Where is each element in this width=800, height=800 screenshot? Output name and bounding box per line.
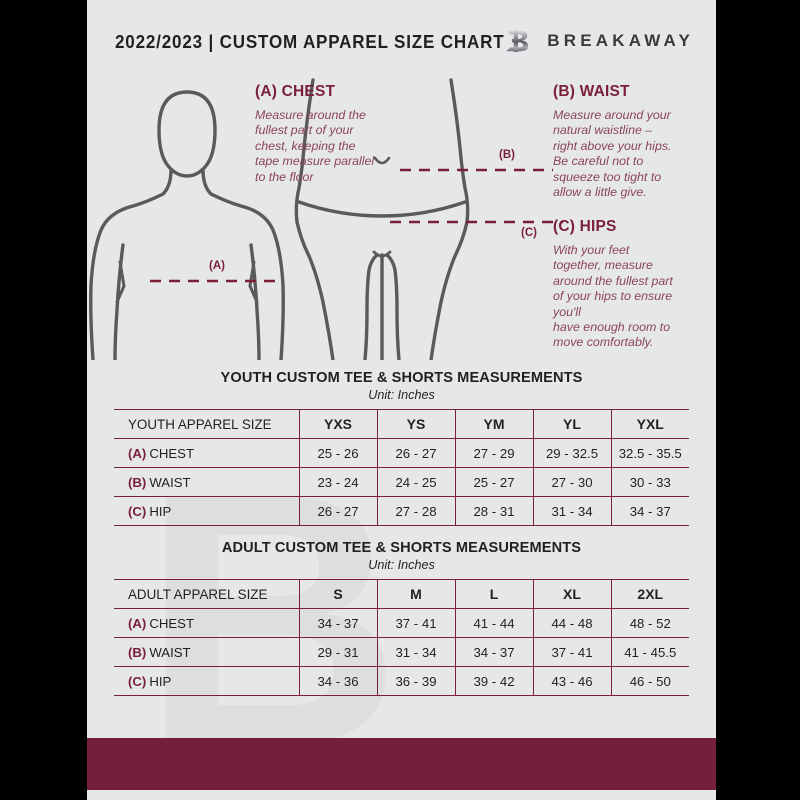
measurement-lines [150,168,563,283]
measurement-cell: 27 - 29 [455,438,534,468]
measurement-row-label: (A) CHEST [114,438,300,468]
measurement-cell: 23 - 24 [299,467,378,497]
measurement-cell: 28 - 31 [455,496,534,526]
instruction-waist: (B) WAIST Measure around your natural wa… [553,83,703,200]
measurement-cell: 24 - 25 [377,467,456,497]
measurement-row-label: (C) HIP [114,666,300,696]
breakaway-b-logo-icon [506,29,529,53]
measurement-cell: 29 - 32.5 [533,438,612,468]
measurement-cell: 31 - 34 [377,637,456,667]
size-column-header: L [455,579,534,609]
chest-marker-label: (A) [209,260,225,272]
measurement-tag: (A) [128,615,147,631]
adult-size-table: ADULT APPAREL SIZE S M L XL 2XL (A) CHEST 34 - 3… [114,579,689,696]
size-column-header: YM [455,409,534,439]
youth-size-table-block: YOUTH CUSTOM TEE & SHORTS MEASUREMENTS U… [114,370,689,526]
instruction-waist-body: Measure around your natural waistline – … [553,108,672,200]
measurement-cell: 30 - 33 [611,467,689,497]
table-row: (A) CHEST 25 - 26 26 - 27 27 - 29 29 - 32.5 32… [114,438,689,468]
measurement-cell: 39 - 42 [455,666,534,696]
size-column-header: YS [377,409,456,439]
instruction-chest-heading: (A) CHEST [255,83,336,100]
measurement-row-label: (B) WAIST [114,637,300,667]
lower-body-figure-icon [295,78,470,362]
measurement-cell: 48 - 52 [611,608,689,638]
measurement-tag: (B) [128,474,147,490]
size-column-header: XL [533,579,612,609]
instruction-hips: (C) HIPS With your feet together, measur… [553,218,705,351]
size-column-header: YXL [611,409,689,439]
table-header-label: YOUTH APPAREL SIZE [114,409,300,439]
youth-table-unit: Unit: Inches [368,388,435,402]
adult-table-unit: Unit: Inches [368,558,435,572]
measurement-cell: 31 - 34 [533,496,612,526]
table-header-row: ADULT APPAREL SIZE S M L XL 2XL [114,579,689,609]
youth-size-table: YOUTH APPAREL SIZE YXS YS YM YL YXL (A) CHEST 25… [114,409,689,526]
measurement-cell: 43 - 46 [533,666,612,696]
size-column-header: 2XL [611,579,689,609]
adult-size-table-block: ADULT CUSTOM TEE & SHORTS MEASUREMENTS U… [114,540,689,696]
measurement-row-label: (B) WAIST [114,467,300,497]
measurement-cell: 26 - 27 [299,496,378,526]
table-row: (B) WAIST 23 - 24 24 - 25 25 - 27 27 - 30 30 -… [114,467,689,497]
brand-logo: BREAKAWAY [501,24,694,58]
instruction-hips-heading: (C) HIPS [553,218,617,235]
size-column-header: YL [533,409,612,439]
measurement-cell: 25 - 27 [455,467,534,497]
measurement-cell: 37 - 41 [377,608,456,638]
instruction-waist-heading: (B) WAIST [553,83,630,100]
measurement-cell: 34 - 37 [299,608,378,638]
table-row: (B) WAIST 29 - 31 31 - 34 34 - 37 37 - 41 41 -… [114,637,689,667]
measurement-cell: 32.5 - 35.5 [611,438,689,468]
page-title: 2022/2023 | CUSTOM APPAREL SIZE CHART [115,31,505,52]
measurement-cell: 44 - 48 [533,608,612,638]
measurement-cell: 25 - 26 [299,438,378,468]
page-header: 2022/2023 | CUSTOM APPAREL SIZE CHART BR… [87,28,716,64]
size-chart-page: B 2022/2023 | CUSTOM APPAREL SIZE CHART [87,0,716,800]
measurement-cell: 27 - 28 [377,496,456,526]
measurement-row-label: (A) CHEST [114,608,300,638]
size-column-header: YXS [299,409,378,439]
body-diagrams: (A) (B) (C) (A) CHEST Measure around the… [87,70,716,362]
table-row: (A) CHEST 34 - 37 37 - 41 41 - 44 44 - 48 48 -… [114,608,689,638]
measurement-cell: 27 - 30 [533,467,612,497]
measurement-cell: 46 - 50 [611,666,689,696]
size-column-header: M [377,579,456,609]
instruction-chest: (A) CHEST Measure around the fullest par… [255,83,435,185]
measurement-tag: (C) [128,503,147,519]
table-row: (C) HIP 34 - 36 36 - 39 39 - 42 43 - 46 46 - 5… [114,666,689,696]
table-header-label: ADULT APPAREL SIZE [114,579,300,609]
measurement-cell: 26 - 27 [377,438,456,468]
measurement-cell: 36 - 39 [377,666,456,696]
measurement-tag: (C) [128,673,147,689]
measurement-cell: 34 - 36 [299,666,378,696]
measurement-cell: 41 - 44 [455,608,534,638]
measurement-cell: 41 - 45.5 [611,637,689,667]
adult-table-title: ADULT CUSTOM TEE & SHORTS MEASUREMENTS [221,540,582,556]
measurement-cell: 29 - 31 [299,637,378,667]
measurement-cell: 34 - 37 [455,637,534,667]
measurement-cell: 37 - 41 [533,637,612,667]
footer-bar [87,738,716,790]
size-column-header: S [299,579,378,609]
waist-marker-label: (B) [499,149,515,161]
table-header-row: YOUTH APPAREL SIZE YXS YS YM YL YXL [114,409,689,439]
measurement-tag: (B) [128,644,147,660]
measurement-row-label: (C) HIP [114,496,300,526]
instruction-chest-body: Measure around the fullest part of your … [255,108,375,184]
youth-table-title: YOUTH CUSTOM TEE & SHORTS MEASUREMENTS [220,370,583,386]
measurement-tag: (A) [128,445,147,461]
hip-marker-label: (C) [521,227,537,239]
instruction-hips-body: With your feet together, measure around … [553,243,673,350]
brand-name: BREAKAWAY [547,31,694,50]
measurement-cell: 34 - 37 [611,496,689,526]
table-row: (C) HIP 26 - 27 27 - 28 28 - 31 31 - 34 34 - 3… [114,496,689,526]
torso-figure-icon [89,90,285,362]
